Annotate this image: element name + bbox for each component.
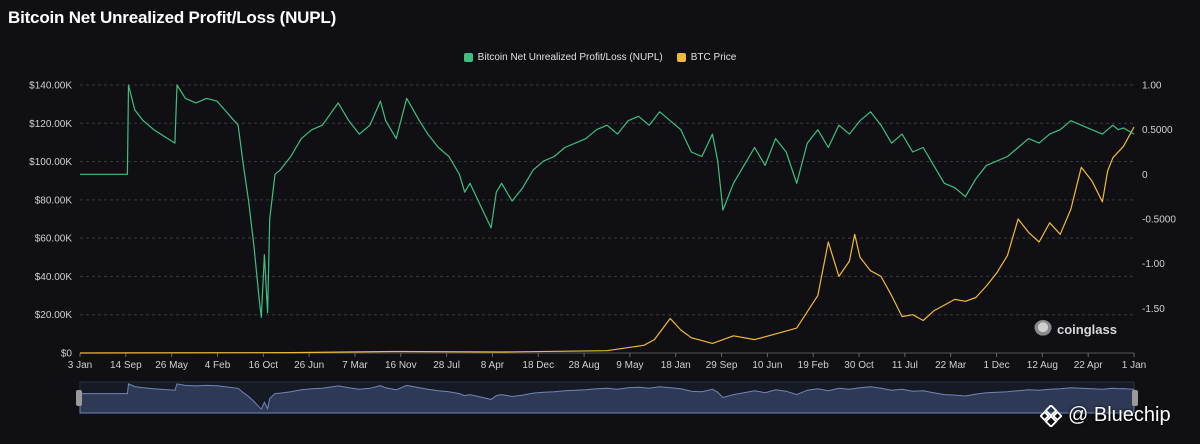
legend-item-btc[interactable]: BTC Price	[676, 52, 737, 63]
y-left-tick-label: $0	[61, 349, 73, 360]
x-tick-label: 12 Aug	[1027, 360, 1058, 371]
binance-square-logo-icon	[1040, 404, 1062, 427]
watermark-label: @ Bluechip	[1068, 404, 1171, 426]
y-left-tick-label: $140.00K	[29, 81, 72, 92]
y-right-tick-label: 1.00	[1142, 81, 1162, 92]
series-line-btc-price	[79, 126, 1135, 354]
x-tick-label: 18 Jan	[661, 360, 691, 371]
x-tick-label: 26 Jun	[294, 360, 324, 371]
legend-swatch-nupl	[463, 53, 473, 62]
x-tick-label: 29 Sep	[706, 360, 738, 371]
x-tick-label: 1 Jan	[1122, 360, 1146, 371]
x-tick-label: 3 Jan	[68, 360, 92, 371]
x-tick-label: 22 Apr	[1074, 360, 1104, 371]
x-tick-label: 19 Feb	[798, 360, 830, 371]
x-tick-label: 26 May	[155, 360, 188, 371]
x-tick-label: 14 Sep	[110, 360, 142, 371]
x-tick-label: 16 Oct	[249, 360, 279, 371]
coinglass-brand: coinglass	[1034, 320, 1117, 338]
y-left-tick-label: $80.00K	[35, 195, 73, 206]
navigator-series-area	[79, 383, 1135, 414]
y-left-tick-label: $100.00K	[29, 157, 72, 168]
y-right-tick-label: -1.00	[1142, 259, 1165, 270]
navigator-handle-right[interactable]	[1132, 390, 1138, 406]
x-tick-label: 28 Jul	[433, 360, 460, 371]
x-tick-label: 18 Dec	[522, 360, 554, 371]
brand-label: coinglass	[1057, 321, 1117, 337]
watermark: @ Bluechip	[1040, 404, 1171, 427]
x-tick-label: 10 Jun	[752, 360, 782, 371]
legend-label-btc: BTC Price	[690, 52, 737, 63]
legend-swatch-btc	[676, 53, 686, 62]
y-right-tick-label: -0.5000	[1142, 215, 1176, 226]
chart-title: Bitcoin Net Unrealized Profit/Loss (NUPL…	[8, 8, 337, 27]
x-tick-label: 7 Mar	[342, 360, 368, 371]
x-tick-label: 11 Jul	[892, 360, 918, 371]
y-left-tick-label: $20.00K	[35, 310, 73, 321]
legend-item-nupl[interactable]: Bitcoin Net Unrealized Profit/Loss (NUPL…	[463, 52, 663, 63]
x-tick-label: 9 May	[616, 360, 643, 371]
y-left-tick-label: $120.00K	[29, 119, 72, 130]
legend: Bitcoin Net Unrealized Profit/Loss (NUPL…	[0, 52, 1200, 63]
y-left-tick-label: $40.00K	[35, 272, 73, 283]
x-tick-label: 30 Oct	[844, 360, 874, 371]
y-right-tick-label: 0.5000	[1142, 125, 1173, 136]
x-tick-label: 8 Apr	[481, 360, 505, 371]
series-line-nupl	[80, 84, 1135, 318]
y-left-tick-label: $60.00K	[35, 234, 73, 245]
x-tick-label: 28 Aug	[569, 360, 600, 371]
navigator-handle-left[interactable]	[76, 390, 82, 406]
coinglass-logo-icon	[1034, 320, 1052, 338]
x-tick-label: 1 Dec	[983, 360, 1009, 371]
x-tick-label: 22 Mar	[935, 360, 967, 371]
x-tick-label: 16 Nov	[385, 360, 417, 371]
legend-label-nupl: Bitcoin Net Unrealized Profit/Loss (NUPL…	[477, 52, 663, 63]
y-right-tick-label: -1.50	[1142, 304, 1165, 315]
y-right-tick-label: 0	[1142, 170, 1148, 181]
x-tick-label: 4 Feb	[205, 360, 231, 371]
